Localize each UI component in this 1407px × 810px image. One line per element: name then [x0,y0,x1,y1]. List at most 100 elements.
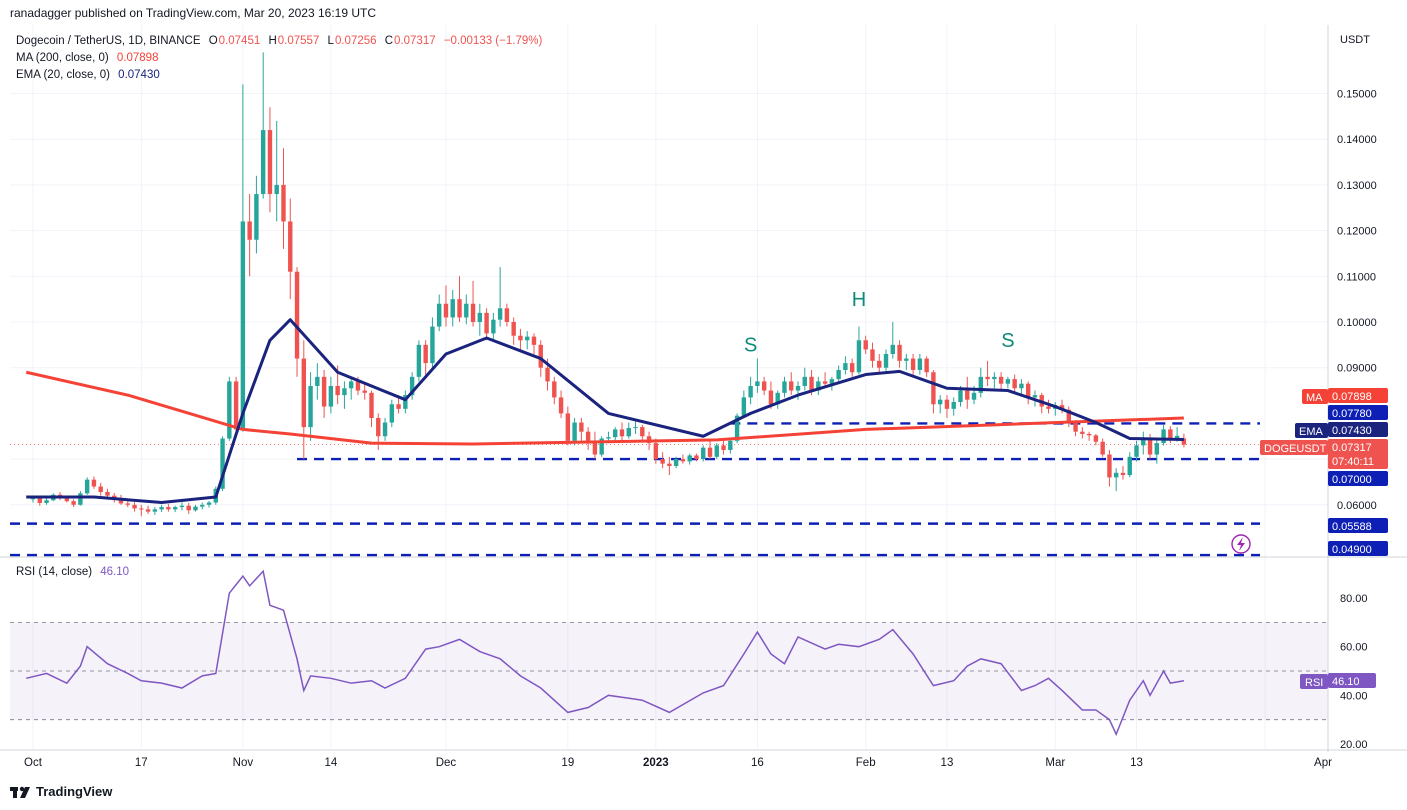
price-tick-label: 0.14000 [1337,134,1377,146]
candle-body [802,376,807,386]
candle-body [937,399,943,405]
candle-body [877,360,882,368]
time-tick-label: Apr [1314,757,1332,769]
candle-body [599,438,604,455]
price-tick-label: 0.06000 [1337,500,1377,512]
close-label: C [384,35,394,47]
candle-body [186,505,191,511]
candle-body [172,507,178,510]
candle-body [423,344,428,364]
time-tick-label: Oct [24,757,43,769]
pattern-label: H [852,289,866,311]
candle-body [992,376,997,380]
candle-body [1086,433,1092,436]
candle-body [328,385,334,407]
time-tick-label: 13 [941,757,954,769]
candle-body [789,381,794,391]
candle-body [200,504,205,507]
candle-body [450,299,455,318]
candle-body [437,303,442,327]
rsi-tag: RSI [1305,677,1323,689]
candle-body [409,376,415,396]
time-tick-label: 19 [561,757,574,769]
candle-body [233,381,239,430]
candle-body [389,404,395,423]
low-label: L [327,35,334,47]
candle-body [613,429,618,438]
ma-200-line [25,370,1184,446]
support-3-price-badge: 0.04900 [1332,544,1372,556]
candle-body [457,299,462,318]
ema-tag: EMA [1299,426,1324,438]
ma-price-badge-bg [1328,388,1388,403]
candle-body [1066,409,1072,423]
candle-body [1174,435,1180,439]
high-label: H [268,35,277,47]
price-tick-label: 0.12000 [1337,226,1377,238]
candle-body [1032,395,1038,398]
countdown-badge: 07:40:11 [1332,456,1374,468]
support-price-badge-bg [1328,471,1388,486]
candle-body [267,130,273,195]
time-tick-label: Feb [856,757,876,769]
axis-currency: USDT [1340,34,1370,46]
candle-body [1046,406,1051,409]
candle-body [572,422,577,441]
candle-body [1093,435,1099,442]
candle-body [978,376,983,393]
candle-body [795,385,801,391]
candle-body [1019,383,1024,389]
candle-body [843,363,848,370]
candle-body [152,509,158,512]
price-tick-label: 0.09000 [1337,363,1377,375]
candle-body [883,353,889,368]
candle-body [254,194,259,240]
symbol-legend: Dogecoin / TetherUS, 1D, BINANCE O0.0745… [16,35,547,47]
candle-body [734,415,740,441]
candle-body [985,376,990,380]
candle-body [260,130,266,195]
candle-body [1100,441,1105,455]
candle-body [504,308,510,322]
candle-body [849,363,855,373]
ema-price-badge: 0.07430 [1332,425,1372,437]
candle-body [288,221,293,272]
candle-body [626,428,631,437]
price-tick-label: 0.15000 [1337,89,1377,101]
change-value: −0.00133 (−1.79%) [443,35,543,47]
candle-body [308,385,313,428]
candle-body [1141,438,1146,446]
rsi-line [26,569,1185,737]
time-tick-label: Mar [1045,757,1065,769]
rsi-value-badge-bg [1328,673,1376,688]
candle-body [951,401,956,409]
candle-body [1168,429,1173,439]
tradingview-logo[interactable]: TradingView [10,784,112,799]
candle-body [910,358,916,370]
lightning-bolt-icon [1237,537,1245,551]
ema-tag-bg [1295,423,1328,438]
low-value: 0.07256 [334,35,377,47]
candle-body [443,303,449,318]
candle-body [1134,445,1139,457]
pattern-label: S [1001,330,1014,352]
last-price-badge: 0.07317 [1332,442,1372,454]
candle-body [1012,379,1017,389]
candle-body [470,303,476,322]
candle-body [552,381,557,398]
open-value: 0.07451 [218,35,261,47]
ma-legend-value: 0.07898 [116,52,159,64]
candle-body [139,508,144,510]
ma-legend-label: MA (200, close, 0) [16,52,109,64]
rsi-tag-bg [1300,674,1328,689]
candle-body [592,440,598,455]
publisher-caption: ranadagger published on TradingView.com,… [10,6,377,20]
candle-body [565,413,571,441]
candle-body [125,503,130,505]
candle-body [301,358,306,428]
lightning-icon [1231,534,1251,554]
candle-body [484,312,489,334]
candle-body [430,326,435,364]
open-label: O [208,35,218,47]
candle-body [538,344,543,368]
